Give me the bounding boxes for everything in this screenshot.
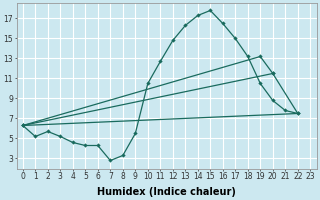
- X-axis label: Humidex (Indice chaleur): Humidex (Indice chaleur): [97, 187, 236, 197]
